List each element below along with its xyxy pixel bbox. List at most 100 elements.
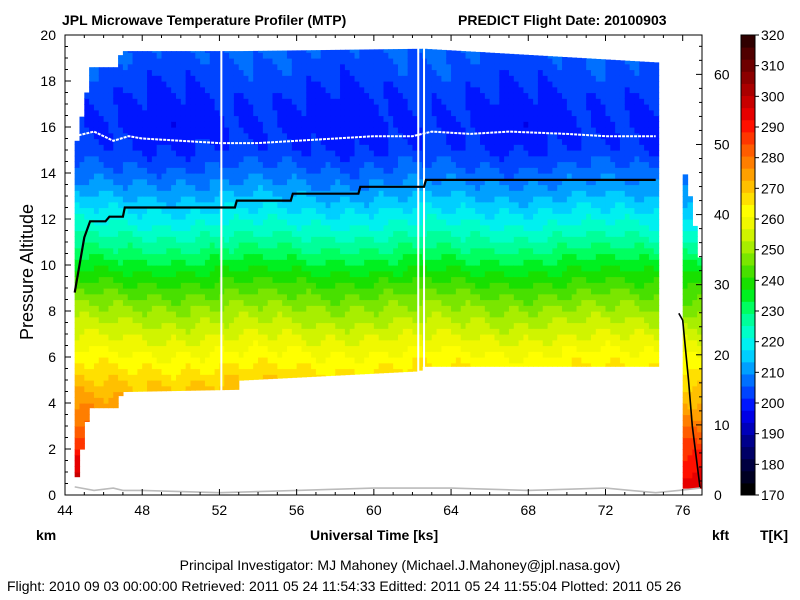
heat-cell bbox=[243, 305, 249, 312]
heat-cell bbox=[373, 345, 380, 352]
heat-cell bbox=[243, 311, 249, 318]
heat-cell bbox=[166, 201, 172, 209]
heat-cell bbox=[306, 276, 312, 283]
heat-cell bbox=[195, 109, 201, 117]
heat-cell bbox=[277, 207, 283, 214]
heat-cell bbox=[204, 98, 211, 105]
heat-cell bbox=[147, 276, 153, 283]
heat-cell bbox=[470, 178, 476, 186]
heat-cell bbox=[204, 173, 211, 180]
heat-cell bbox=[373, 247, 380, 255]
heat-cell bbox=[354, 201, 360, 209]
heat-cell bbox=[455, 155, 462, 163]
heat-cell bbox=[455, 265, 462, 272]
heat-cell bbox=[470, 305, 476, 312]
heat-cell bbox=[229, 299, 235, 306]
heat-cell bbox=[122, 305, 129, 312]
heat-cell bbox=[460, 282, 467, 289]
heat-cell bbox=[108, 322, 114, 329]
heat-cell bbox=[315, 224, 322, 232]
heat-cell bbox=[340, 184, 346, 191]
heat-cell bbox=[224, 316, 230, 324]
heat-cell bbox=[359, 322, 365, 329]
heat-cell bbox=[286, 58, 293, 65]
heat-cell bbox=[103, 270, 110, 278]
heat-cell bbox=[412, 190, 418, 197]
heat-cell bbox=[166, 144, 172, 151]
heat-cell bbox=[84, 311, 90, 318]
heat-cell bbox=[229, 127, 235, 134]
heat-cell bbox=[277, 247, 283, 255]
heat-cell bbox=[344, 282, 351, 289]
heat-cell bbox=[373, 334, 380, 341]
heat-cell bbox=[258, 167, 264, 174]
heat-cell bbox=[74, 472, 81, 478]
heat-cell bbox=[354, 167, 360, 174]
heat-cell bbox=[340, 339, 346, 347]
heat-cell bbox=[200, 86, 206, 94]
heat-cell bbox=[301, 144, 307, 151]
heat-cell bbox=[200, 144, 206, 151]
heat-cell bbox=[311, 368, 317, 375]
heat-cell bbox=[446, 167, 452, 174]
heat-cell bbox=[446, 219, 452, 226]
heat-cell bbox=[417, 52, 423, 59]
heat-cell bbox=[311, 247, 317, 255]
heat-cell bbox=[480, 132, 486, 140]
heat-cell bbox=[209, 259, 216, 266]
heat-cell bbox=[465, 351, 471, 358]
heat-cell bbox=[436, 276, 443, 283]
heat-cell bbox=[214, 265, 221, 272]
heat-cell bbox=[200, 305, 206, 312]
heat-cell bbox=[156, 109, 163, 117]
heat-cell bbox=[147, 144, 153, 151]
heat-cell bbox=[209, 368, 216, 375]
heat-cell bbox=[224, 98, 230, 105]
heat-cell bbox=[258, 265, 264, 272]
heat-cell bbox=[108, 132, 114, 140]
heat-cell bbox=[354, 322, 360, 329]
heat-cell bbox=[166, 247, 172, 255]
heat-cell bbox=[484, 150, 491, 157]
heat-cell bbox=[426, 293, 433, 301]
heat-cell bbox=[147, 196, 153, 203]
heat-cell bbox=[436, 144, 443, 151]
heat-cell bbox=[142, 184, 148, 191]
heat-cell bbox=[233, 52, 240, 59]
heat-cell bbox=[214, 109, 221, 117]
heat-cell bbox=[446, 213, 452, 220]
heat-cell bbox=[325, 242, 332, 249]
heat-cell bbox=[335, 132, 341, 140]
heat-cell bbox=[296, 150, 303, 157]
heat-cell bbox=[455, 92, 462, 99]
heat-cell bbox=[209, 138, 216, 145]
heat-cell bbox=[74, 196, 81, 203]
heat-cell bbox=[291, 207, 298, 214]
heat-cell bbox=[161, 242, 167, 249]
heat-cell bbox=[151, 144, 158, 151]
heat-cell bbox=[475, 276, 481, 283]
heat-cell bbox=[79, 437, 85, 444]
heat-cell bbox=[238, 276, 245, 283]
heat-cell bbox=[89, 236, 95, 243]
heat-cell bbox=[340, 351, 346, 358]
heat-cell bbox=[238, 155, 245, 163]
heat-cell bbox=[330, 81, 336, 88]
heat-cell bbox=[209, 316, 216, 324]
heat-cell bbox=[98, 380, 105, 387]
heat-cell bbox=[147, 63, 153, 71]
heat-cell bbox=[369, 155, 375, 163]
heat-cell bbox=[122, 380, 129, 387]
heat-cell bbox=[248, 109, 254, 117]
heat-cell bbox=[171, 69, 177, 76]
heat-cell bbox=[475, 299, 481, 306]
heat-cell bbox=[455, 184, 462, 191]
heat-cell bbox=[195, 276, 201, 283]
heat-cell bbox=[200, 247, 206, 255]
heat-cell bbox=[383, 247, 389, 255]
heat-cell bbox=[286, 305, 293, 312]
heat-cell bbox=[142, 276, 148, 283]
heat-cell bbox=[151, 305, 158, 312]
heat-cell bbox=[132, 351, 138, 358]
heat-cell bbox=[243, 219, 249, 226]
